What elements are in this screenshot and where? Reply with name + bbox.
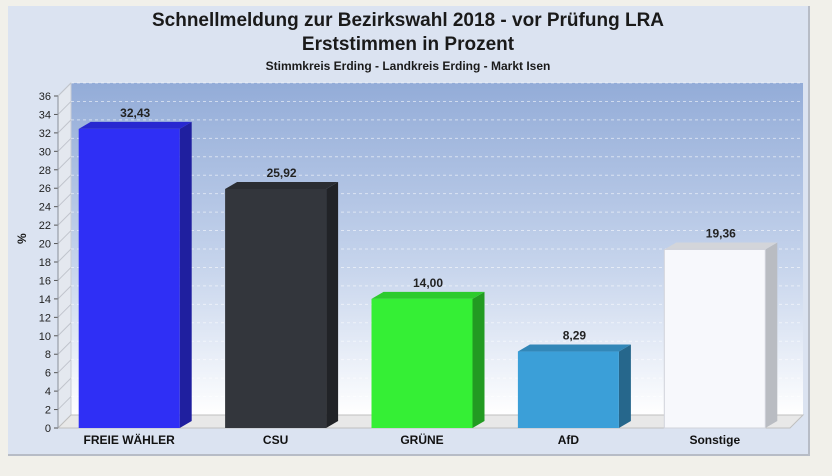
y-tick-label: 20 [39, 239, 51, 251]
bar-top [225, 181, 339, 189]
bar [371, 298, 473, 428]
x-tick-label: FREIE WÄHLER [84, 432, 176, 447]
bar-top [371, 291, 485, 299]
y-tick-label: 24 [39, 202, 51, 214]
data-label: 25,92 [267, 166, 297, 180]
y-tick-label: 14 [39, 294, 51, 306]
bar [517, 351, 619, 428]
y-tick-label: 6 [45, 368, 51, 380]
data-label: 14,00 [413, 276, 443, 290]
chart-title: Schnellmeldung zur Bezirkswahl 2018 - vo… [151, 10, 665, 31]
gridline-side [57, 285, 72, 300]
bar [663, 248, 766, 429]
x-tick-label: AfD [558, 433, 580, 447]
gridline-side [57, 119, 72, 134]
gridline-side [57, 230, 72, 244]
bar-top [517, 344, 631, 352]
data-label: 8,29 [563, 329, 587, 343]
y-tick-label: 36 [39, 91, 51, 103]
bar-top [664, 242, 778, 250]
bar [225, 188, 327, 428]
bar-top [78, 121, 192, 129]
gridline-side [57, 193, 72, 208]
y-tick-label: 12 [39, 312, 51, 324]
gridline-side [57, 156, 72, 171]
bar-side [326, 181, 339, 428]
y-tick-label: 30 [39, 146, 51, 158]
gridline-side [57, 359, 72, 374]
y-tick-label: 26 [39, 183, 51, 195]
x-tick-label: CSU [263, 433, 288, 447]
chart-caption: Stimmkreis Erding - Landkreis Erding - M… [265, 59, 551, 73]
gridline-side [57, 82, 72, 97]
gridline-side [57, 267, 72, 281]
y-tick-label: 16 [39, 275, 51, 287]
data-label: 19,36 [706, 226, 736, 240]
gridline-side [57, 174, 72, 189]
chart-subtitle: Erststimmen in Prozent [301, 34, 515, 55]
bar [78, 128, 180, 428]
gridline-side [57, 137, 72, 152]
bar-side [472, 291, 485, 428]
bar-side [765, 242, 778, 428]
gridline-side [57, 340, 72, 355]
gridline-side [57, 396, 72, 410]
gridline-side [57, 211, 72, 226]
gridline-side [57, 377, 72, 392]
bar-chart: 02468101214161820222426283032343632,43FR… [39, 81, 805, 447]
y-tick-label: 8 [45, 349, 51, 361]
y-tick-label: 18 [39, 257, 51, 269]
gridline-side [57, 322, 72, 337]
y-tick-label: 22 [39, 220, 51, 232]
y-tick-label: 34 [39, 109, 51, 121]
y-tick-label: 0 [45, 423, 51, 435]
gridline-side [57, 303, 72, 318]
y-tick-label: 2 [45, 405, 51, 417]
data-label: 32,43 [120, 106, 150, 120]
y-tick-label: 10 [39, 331, 51, 343]
chart-frame: Schnellmeldung zur Bezirkswahl 2018 - vo… [8, 6, 810, 456]
x-tick-label: Sonstige [689, 433, 740, 447]
gridline-side [57, 248, 72, 263]
bar-side [179, 121, 192, 428]
gridline-side [57, 101, 72, 115]
bar-side [618, 344, 631, 428]
x-tick-label: GRÜNE [400, 432, 443, 447]
y-tick-label: 4 [45, 386, 51, 398]
y-tick-label: 28 [39, 165, 51, 177]
y-tick-label: 32 [39, 128, 51, 140]
